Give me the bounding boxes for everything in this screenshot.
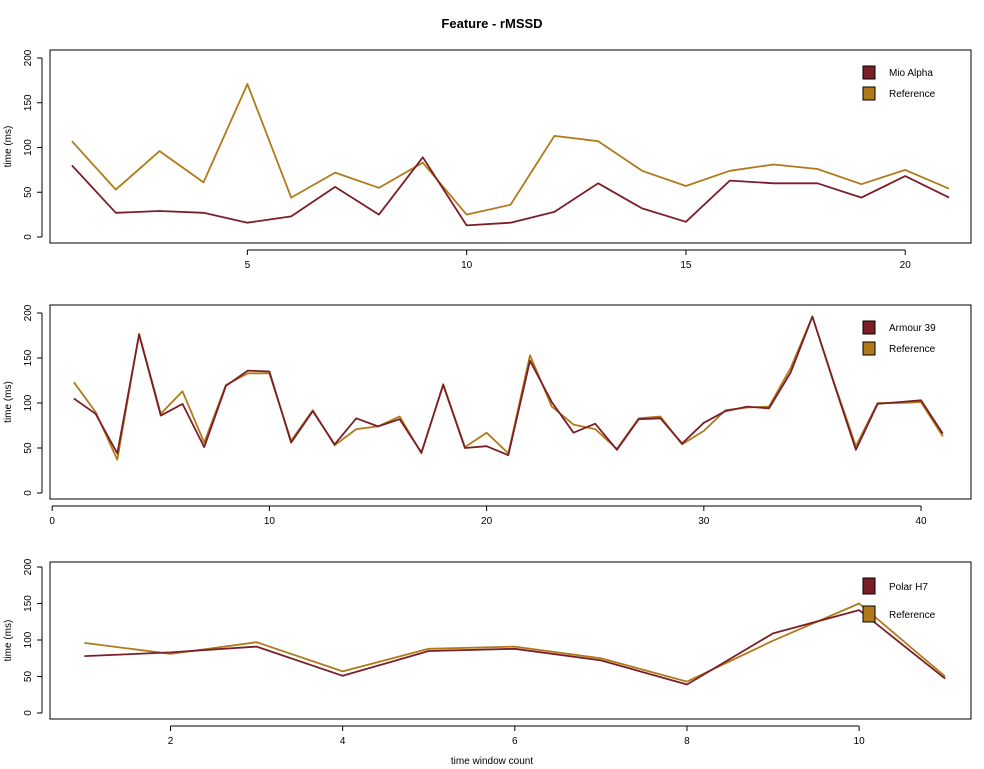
y-axis-label: time (ms) bbox=[3, 620, 14, 662]
x-tick-label: 0 bbox=[49, 516, 55, 527]
series-line-reference bbox=[84, 602, 946, 683]
y-tick-label: 200 bbox=[23, 558, 34, 575]
y-tick-label: 150 bbox=[23, 94, 34, 111]
series-line-reference bbox=[73, 315, 944, 461]
y-tick-label: 50 bbox=[23, 671, 34, 683]
x-tick-label: 20 bbox=[900, 260, 912, 271]
legend-label: Armour 39 bbox=[889, 323, 936, 334]
x-tick-label: 10 bbox=[854, 736, 866, 747]
y-axis-label: time (ms) bbox=[3, 126, 14, 168]
plot-box bbox=[49, 304, 972, 500]
series-line-reference bbox=[71, 83, 950, 216]
legend-label: Reference bbox=[889, 344, 936, 355]
x-tick-label: 6 bbox=[512, 736, 518, 747]
x-tick-label: 5 bbox=[245, 260, 251, 271]
y-tick-label: 100 bbox=[23, 394, 34, 411]
legend-label: Mio Alpha bbox=[889, 68, 933, 79]
y-tick-label: 100 bbox=[23, 139, 34, 156]
y-tick-label: 100 bbox=[23, 631, 34, 648]
legend-swatch bbox=[862, 65, 876, 80]
chart-title: Feature - rMSSD bbox=[441, 16, 543, 31]
y-tick-label: 0 bbox=[23, 234, 34, 240]
y-tick-label: 50 bbox=[23, 186, 34, 198]
y-axis-label: time (ms) bbox=[3, 381, 14, 423]
legend-label: Reference bbox=[889, 610, 936, 621]
panel-1: 0 50 100 150 200 time (ms) 5 10 15 20 Mio Alpha Ref… bbox=[3, 49, 972, 271]
legend-swatch bbox=[862, 577, 876, 595]
panel-2: 0 50 100 150 200 time (ms) 0 10 20 30 40 Armour 39 R… bbox=[3, 304, 972, 527]
series-line-mio-alpha bbox=[71, 156, 950, 227]
y-tick-label: 0 bbox=[23, 710, 34, 716]
plot-box bbox=[49, 49, 972, 244]
x-tick-label: 15 bbox=[680, 260, 692, 271]
x-tick-label: 20 bbox=[481, 516, 493, 527]
series-line-polar-h7 bbox=[84, 609, 946, 686]
panel-3: 0 50 100 150 200 time (ms) 2 4 6 8 10 Polar H7 Refer… bbox=[3, 558, 972, 747]
legend-swatch bbox=[862, 605, 876, 623]
legend-swatch bbox=[862, 341, 876, 356]
x-tick-label: 8 bbox=[684, 736, 690, 747]
y-tick-label: 0 bbox=[23, 490, 34, 496]
y-tick-label: 200 bbox=[23, 49, 34, 66]
legend-swatch bbox=[862, 86, 876, 101]
plot-box bbox=[49, 561, 972, 720]
y-tick-label: 50 bbox=[23, 442, 34, 454]
y-tick-label: 150 bbox=[23, 595, 34, 612]
series-line-armour-39 bbox=[73, 315, 944, 457]
y-tick-label: 200 bbox=[23, 304, 34, 321]
x-tick-label: 2 bbox=[168, 736, 174, 747]
x-tick-label: 4 bbox=[340, 736, 346, 747]
x-tick-label: 10 bbox=[264, 516, 276, 527]
y-tick-label: 150 bbox=[23, 349, 34, 366]
x-tick-label: 40 bbox=[915, 516, 927, 527]
x-tick-label: 10 bbox=[461, 260, 473, 271]
x-tick-label: 30 bbox=[698, 516, 710, 527]
legend-label: Reference bbox=[889, 89, 936, 100]
x-axis-title: time window count bbox=[450, 756, 534, 767]
legend-label: Polar H7 bbox=[889, 582, 928, 593]
legend-swatch bbox=[862, 320, 876, 335]
